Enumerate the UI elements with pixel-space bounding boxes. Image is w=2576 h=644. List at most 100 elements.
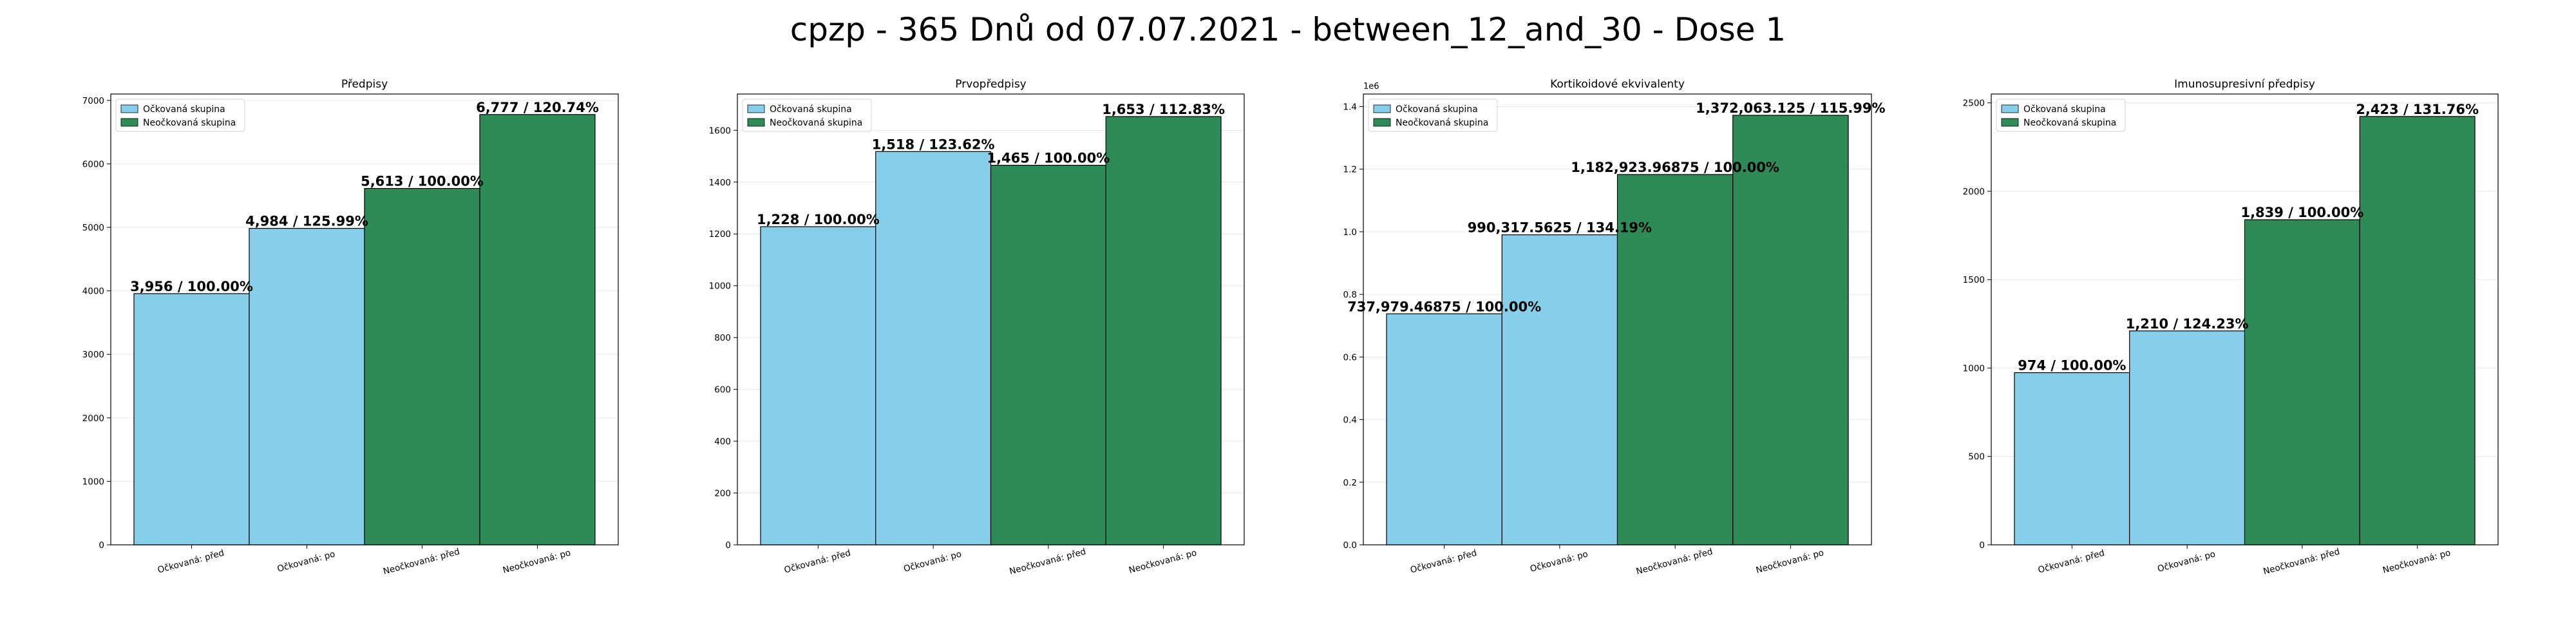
x-tick-label: Neočkovaná: před (1009, 547, 1087, 577)
y-tick-label: 1000 (1963, 363, 1985, 374)
y-tick-label: 0 (1979, 540, 1985, 551)
legend: Očkovaná skupina Neočkovaná skupina (115, 99, 245, 132)
legend-swatch (1373, 118, 1391, 127)
data-label: 2,423 / 131.76% (2356, 102, 2479, 117)
data-label: 1,210 / 124.23% (2126, 316, 2249, 332)
x-tick-label: Neočkovaná: před (2262, 547, 2341, 577)
x-tick-label: Očkovaná: po (2156, 549, 2216, 574)
bar (2014, 372, 2130, 545)
y-tick-label: 1200 (709, 229, 731, 240)
y-tick-label: 0 (99, 540, 104, 551)
axes-frame (1991, 93, 2499, 545)
data-label: 1,839 / 100.00% (2240, 205, 2363, 220)
chart-title: Kortikoidové ekvivalenty (1550, 78, 1685, 91)
chart-1: 3,956 / 100.00% 4,984 / 125.99% 5,613 / 10… (82, 78, 619, 577)
y-tick-label: 1500 (1963, 275, 1985, 285)
bar (2244, 219, 2360, 545)
legend: Očkovaná skupina Neočkovaná skupina (742, 99, 872, 132)
bar (364, 188, 480, 545)
data-label: 990,317.5625 / 134.19% (1468, 220, 1652, 236)
y-offset-label: 1e6 (1363, 82, 1379, 91)
x-tick-label: Očkovaná: po (1529, 549, 1589, 574)
x-tick-label: Očkovaná: před (2037, 548, 2106, 576)
x-tick-label: Neočkovaná: před (1635, 547, 1714, 577)
bar (133, 293, 250, 545)
legend: Očkovaná skupina Neočkovaná skupina (1996, 99, 2126, 132)
data-label: 1,228 / 100.00% (757, 212, 880, 227)
y-tick-label: 4000 (82, 287, 104, 297)
y-tick-label: 200 (714, 489, 731, 499)
bar (1616, 174, 1734, 545)
y-tick-label: 0.2 (1343, 478, 1357, 488)
legend-swatch (2001, 104, 2019, 113)
x-tick-label: Očkovaná: před (156, 548, 225, 576)
figure-title: cpzp - 365 Dnů od 07.07.2021 - between_1… (790, 11, 1786, 48)
bar (2129, 330, 2246, 545)
data-label: 1,372,063.125 / 115.99% (1696, 100, 1885, 116)
bar (1386, 313, 1502, 545)
legend-swatch (1373, 104, 1391, 113)
legend-entry: Neočkovaná skupina (143, 118, 236, 128)
x-tick-label: Očkovaná: před (1409, 548, 1478, 576)
bar (249, 228, 365, 545)
bar (990, 165, 1106, 545)
y-tick-label: 7000 (82, 96, 104, 106)
data-label: 4,984 / 125.99% (245, 214, 368, 229)
legend-entry: Očkovaná skupina (2023, 104, 2106, 115)
x-tick-label: Neočkovaná: po (2382, 547, 2452, 576)
chart-title: Imunosupresivní předpisy (2174, 78, 2315, 91)
y-tick-label: 6000 (82, 159, 104, 169)
x-tick-label: Neočkovaná: před (382, 547, 460, 577)
legend-entry: Neočkovaná skupina (2023, 118, 2116, 128)
data-label: 974 / 100.00% (2018, 358, 2126, 374)
bar (479, 114, 596, 545)
data-label: 1,518 / 123.62% (872, 137, 995, 152)
y-tick-label: 3000 (82, 350, 104, 360)
axes-frame (110, 93, 619, 545)
y-tick-label: 0.4 (1343, 415, 1357, 426)
y-tick-label: 2000 (1963, 187, 1985, 197)
data-label: 1,465 / 100.00% (987, 151, 1110, 166)
x-tick-label: Neočkovaná: po (1128, 547, 1198, 576)
legend-entry: Očkovaná skupina (1396, 104, 1478, 115)
data-label: 737,979.46875 / 100.00% (1347, 299, 1541, 314)
y-tick-label: 0.6 (1343, 352, 1357, 363)
chart-4: 974 / 100.00% 1,210 / 124.23% 1,839 / 100.… (1963, 78, 2499, 577)
axes-frame (1363, 93, 1872, 545)
data-label: 1,653 / 112.83% (1102, 102, 1225, 117)
y-tick-label: 500 (1968, 452, 1985, 462)
legend-box (1996, 99, 2126, 132)
y-tick-label: 2000 (82, 413, 104, 424)
legend-swatch (747, 104, 765, 113)
legend-box (1368, 99, 1498, 132)
legend-box (115, 99, 245, 132)
chart-3: 737,979.46875 / 100.00% 990,317.5625 / 13… (1343, 78, 1886, 577)
y-tick-label: 1000 (709, 281, 731, 292)
y-tick-label: 1.2 (1343, 165, 1357, 175)
data-label: 6,777 / 120.74% (476, 100, 599, 115)
legend-box (742, 99, 872, 132)
legend-entry: Očkovaná skupina (143, 104, 225, 115)
y-tick-label: 800 (714, 333, 731, 343)
y-tick-label: 1.0 (1343, 227, 1357, 238)
chart-2: 1,228 / 100.00% 1,518 / 123.62%1,465 / 10… (709, 78, 1245, 577)
y-tick-label: 1400 (709, 178, 731, 188)
chart-title: Předpisy (341, 78, 388, 91)
data-label: 3,956 / 100.00% (130, 279, 253, 294)
y-tick-label: 0.0 (1343, 540, 1357, 551)
legend-entry: Neočkovaná skupina (1396, 118, 1488, 128)
y-tick-label: 600 (714, 385, 731, 395)
y-tick-label: 1000 (82, 477, 104, 487)
data-label: 1,182,923.96875 / 100.00% (1571, 160, 1779, 175)
x-tick-label: Neočkovaná: po (502, 547, 572, 576)
bar (2359, 116, 2476, 545)
bar (1501, 234, 1618, 545)
legend-swatch (747, 118, 765, 127)
x-tick-label: Očkovaná: před (783, 548, 852, 576)
y-tick-label: 400 (714, 437, 731, 447)
y-tick-label: 5000 (82, 223, 104, 233)
bar (1732, 115, 1849, 545)
legend-swatch (120, 118, 138, 127)
bar (1105, 116, 1222, 545)
